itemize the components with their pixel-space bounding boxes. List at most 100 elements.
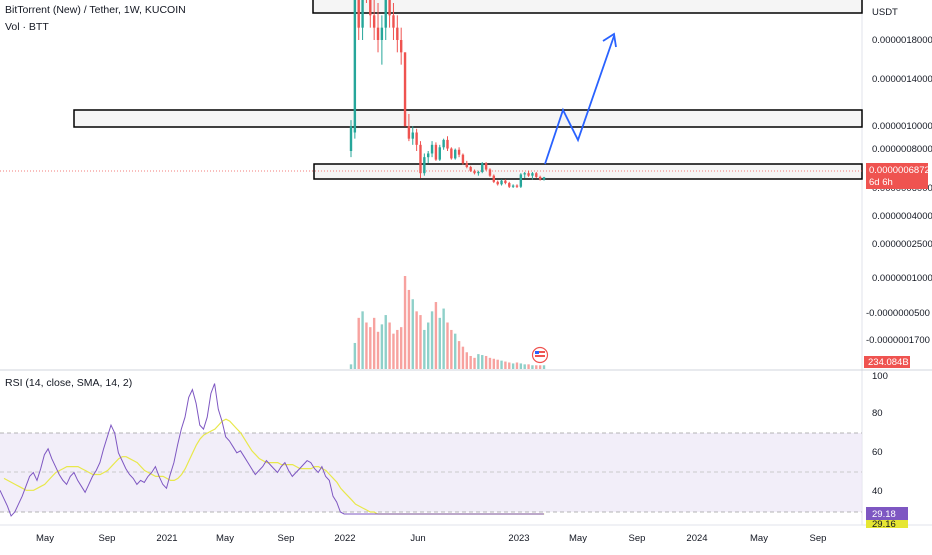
candles-layer bbox=[349, 0, 546, 188]
candle-body bbox=[477, 171, 480, 174]
volume-bar bbox=[488, 357, 492, 369]
volume-bar bbox=[442, 308, 445, 369]
volume-bar bbox=[450, 329, 453, 369]
candle-body bbox=[465, 163, 468, 168]
time-tick: 2023 bbox=[508, 533, 529, 544]
rsi-tick: 60 bbox=[872, 447, 883, 458]
volume-bar bbox=[469, 355, 472, 369]
projection-path[interactable] bbox=[544, 35, 615, 165]
candle-body bbox=[388, 0, 391, 16]
volume-bar bbox=[419, 315, 422, 369]
volume-bar bbox=[461, 346, 465, 369]
candle-body bbox=[369, 0, 372, 16]
candle-body bbox=[492, 175, 496, 182]
candle-body bbox=[531, 173, 534, 176]
volume-bar bbox=[500, 360, 503, 369]
resistance-zone-middle[interactable] bbox=[73, 109, 863, 128]
candle-body bbox=[384, 0, 387, 28]
volume-bar bbox=[411, 299, 414, 369]
volume-bar bbox=[481, 355, 484, 369]
bar-countdown: 6d 6h bbox=[869, 177, 893, 188]
rsi-ma-badge bbox=[866, 518, 908, 528]
candle-body bbox=[399, 40, 403, 53]
volume-bar bbox=[504, 361, 507, 369]
candle-body bbox=[349, 126, 353, 151]
volume-bar bbox=[438, 317, 441, 369]
volume-legend[interactable]: Vol · BTT bbox=[5, 21, 49, 33]
time-tick: Jun bbox=[410, 533, 425, 544]
candle-body bbox=[535, 173, 538, 177]
price-tick: 0.0000018000 bbox=[872, 35, 932, 46]
candle-body bbox=[411, 132, 414, 139]
candle-body bbox=[396, 27, 399, 40]
volume-bar bbox=[542, 365, 546, 369]
time-tick: May bbox=[216, 533, 234, 544]
rsi-value-badge bbox=[866, 507, 908, 520]
time-tick: 2024 bbox=[686, 533, 707, 544]
candle-body bbox=[523, 173, 526, 175]
rsi-band bbox=[0, 433, 862, 512]
candle-body bbox=[434, 144, 438, 160]
rsi-legend[interactable]: RSI (14, close, SMA, 14, 2) bbox=[5, 377, 133, 389]
price-tick: 0.0000002500 bbox=[872, 239, 932, 250]
candle-body bbox=[542, 177, 546, 180]
price-tick: 0.0000010000 bbox=[872, 121, 932, 132]
candle-body bbox=[407, 126, 411, 139]
candle-body bbox=[469, 167, 472, 171]
candle-body bbox=[380, 27, 384, 40]
flag-event-icon[interactable] bbox=[531, 346, 549, 364]
volume-bar bbox=[465, 352, 468, 369]
candle-body bbox=[357, 0, 360, 28]
candle-body bbox=[484, 163, 488, 170]
price-tick: 0.0000001000 bbox=[872, 273, 932, 284]
time-tick: May bbox=[36, 533, 54, 544]
rsi-tick: 80 bbox=[872, 408, 883, 419]
candle-body bbox=[430, 144, 434, 154]
candle-body bbox=[423, 157, 426, 174]
volume-bar bbox=[403, 276, 407, 369]
time-tick: Sep bbox=[99, 533, 116, 544]
volume-bar bbox=[457, 341, 461, 369]
rsi-line bbox=[0, 383, 544, 517]
volume-bar bbox=[423, 329, 426, 369]
support-zone[interactable] bbox=[313, 163, 863, 180]
time-tick: May bbox=[569, 533, 587, 544]
volume-bar bbox=[538, 365, 542, 369]
candle-body bbox=[361, 0, 364, 28]
price-tick: 0.0000014000 bbox=[872, 74, 932, 85]
time-tick: Sep bbox=[810, 533, 827, 544]
candle-body bbox=[450, 148, 453, 159]
candle-body bbox=[419, 144, 422, 174]
time-tick: 2022 bbox=[334, 533, 355, 544]
chart-title[interactable]: BitTorrent (New) / Tether, 1W, KUCOIN bbox=[5, 4, 186, 16]
time-tick: Sep bbox=[278, 533, 295, 544]
current-price-badge bbox=[866, 163, 928, 189]
candle-body bbox=[481, 163, 484, 172]
volume-bar bbox=[519, 363, 523, 369]
candle-body bbox=[504, 180, 507, 184]
candle-body bbox=[473, 170, 476, 174]
resistance-zone-top[interactable] bbox=[312, 0, 863, 14]
candle-body bbox=[508, 183, 511, 187]
volume-bar bbox=[369, 327, 372, 369]
volume-bar bbox=[535, 365, 538, 369]
candle-body bbox=[496, 181, 499, 185]
projection-arrowhead bbox=[602, 32, 617, 48]
rsi-tick: 40 bbox=[872, 486, 883, 497]
volume-bar bbox=[511, 363, 515, 369]
candle-body bbox=[427, 153, 430, 158]
candle-body bbox=[519, 174, 523, 187]
volume-bar bbox=[477, 354, 480, 369]
candle-body bbox=[376, 27, 380, 40]
candle-body bbox=[446, 139, 449, 149]
volume-bar bbox=[361, 311, 364, 369]
time-tick: May bbox=[750, 533, 768, 544]
time-tick: 2021 bbox=[156, 533, 177, 544]
candle-body bbox=[454, 149, 457, 159]
volume-bar bbox=[415, 311, 418, 369]
candle-body bbox=[461, 154, 465, 164]
volume-bar bbox=[380, 324, 384, 369]
volume-bar bbox=[376, 331, 380, 369]
